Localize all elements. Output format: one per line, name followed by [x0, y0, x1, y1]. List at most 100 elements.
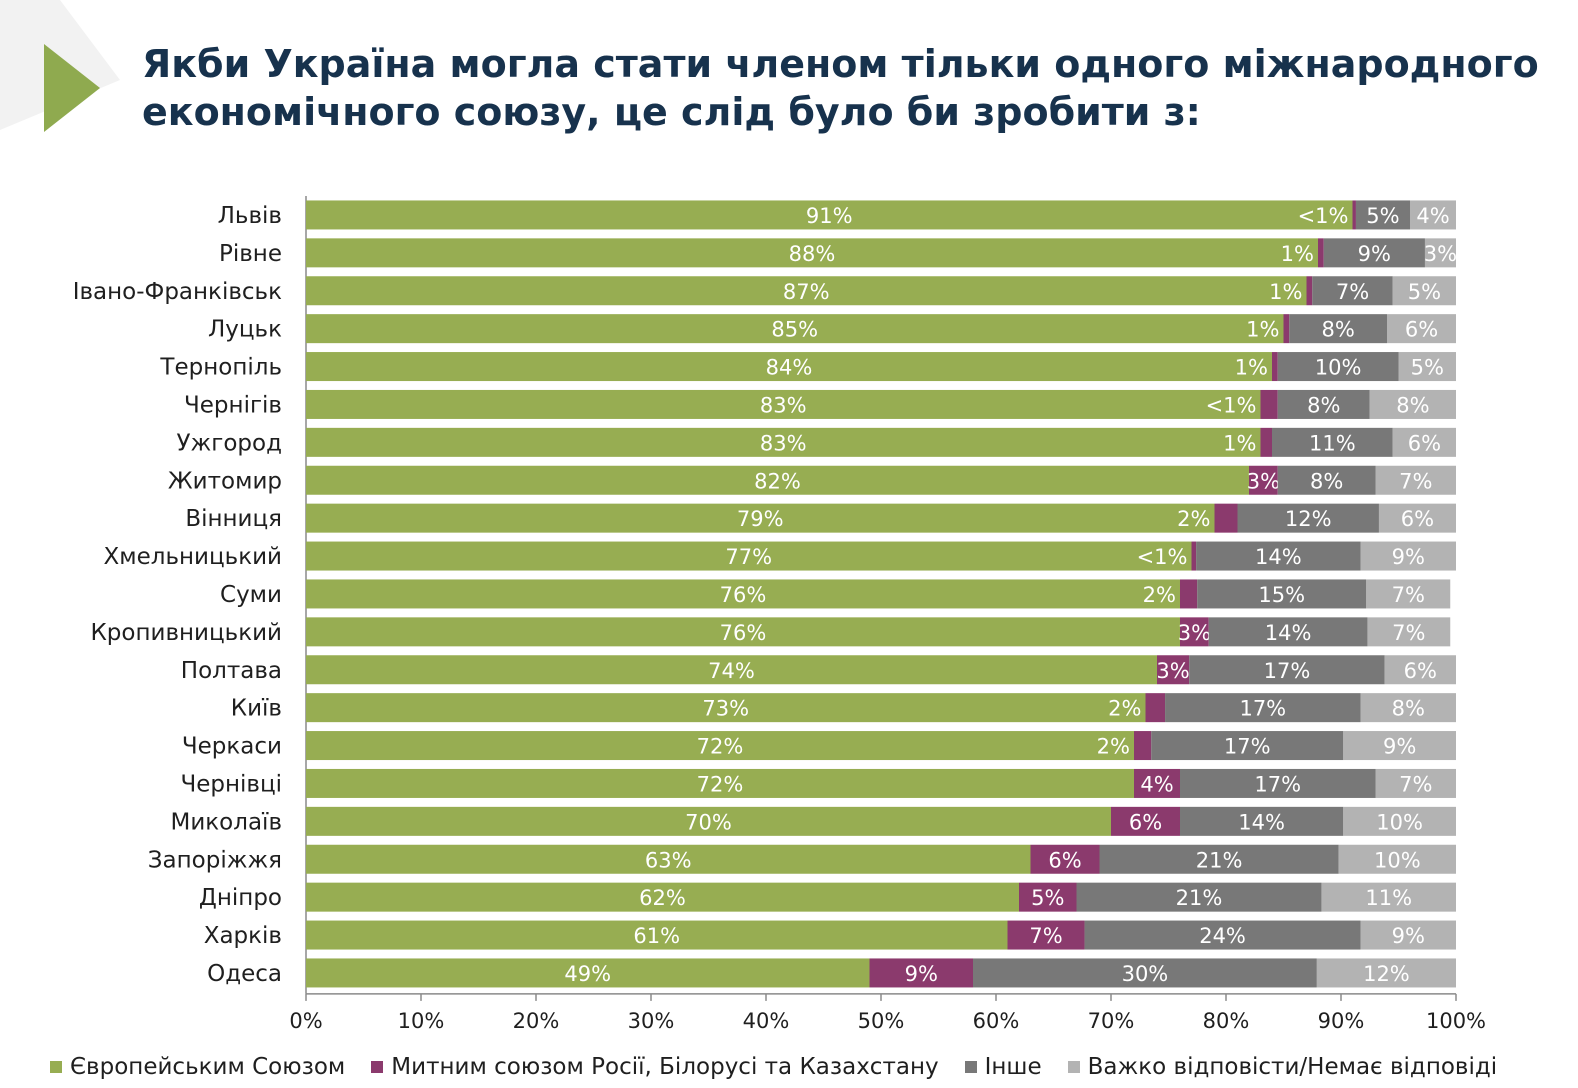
legend-swatch-hard-to-say: [1067, 1061, 1080, 1073]
x-tick-label: 0%: [289, 1009, 322, 1033]
bar-segment: [1378, 503, 1456, 533]
segment-value-label: 2%: [1108, 697, 1141, 721]
segment-value-label: 61%: [633, 924, 680, 948]
legend-item-hard-to-say: Важко відповісти/Немає відповіді: [1067, 1054, 1497, 1080]
x-tick-label: 50%: [858, 1009, 905, 1033]
bar-segment: [1375, 465, 1456, 495]
segment-value-label: 24%: [1199, 924, 1246, 948]
legend-swatch-customs-union: [371, 1061, 384, 1073]
segment-value-label: 8%: [1321, 318, 1354, 342]
category-label: Рівне: [219, 241, 282, 267]
segment-value-label: 8%: [1310, 469, 1343, 493]
category-label: Київ: [231, 696, 282, 722]
segment-value-label: 10%: [1374, 848, 1421, 872]
bar-segment: [1352, 200, 1356, 230]
segment-value-label: 62%: [639, 886, 686, 910]
segment-value-label: 14%: [1255, 545, 1302, 569]
legend-label-eu: Європейським Союзом: [70, 1054, 346, 1080]
segment-value-label: 2%: [1177, 507, 1210, 531]
segment-value-label: 8%: [1396, 393, 1429, 417]
category-label: Львів: [218, 203, 282, 229]
bar-segment: [306, 238, 1318, 268]
bar-segment: [1289, 314, 1387, 344]
segment-value-label: 5%: [1366, 204, 1399, 228]
bar-segment: [1214, 503, 1238, 533]
chart-title: Якби Україна могла стати членом тільки о…: [142, 40, 1542, 136]
category-label: Кропивницький: [90, 620, 282, 646]
bar-segment: [1316, 958, 1456, 988]
bar-segment: [1360, 920, 1456, 950]
segment-value-label: 2%: [1143, 583, 1176, 607]
segment-value-label: 63%: [645, 848, 692, 872]
bar-segment: [306, 314, 1284, 344]
segment-value-label: 17%: [1224, 735, 1271, 759]
bar-segment: [1277, 352, 1399, 382]
bar-segment: [1084, 920, 1361, 950]
bar-segment: [306, 427, 1261, 457]
bar-segment: [1323, 238, 1425, 268]
bar-segment: [1360, 541, 1456, 571]
segment-value-label: 21%: [1176, 886, 1223, 910]
category-label: Ужгород: [177, 430, 282, 456]
segment-value-label: 6%: [1048, 848, 1081, 872]
category-label: Луцьк: [208, 317, 282, 343]
legend-label-customs-union: Митним союзом Росії, Білорусі та Казахст…: [391, 1054, 939, 1080]
segment-value-label: 83%: [760, 431, 807, 455]
bar-segment: [1283, 314, 1290, 344]
bar-segment: [1384, 655, 1456, 685]
segment-value-label: 17%: [1264, 659, 1311, 683]
segment-value-label: 9%: [1383, 735, 1416, 759]
bar-segment: [1237, 503, 1379, 533]
bar-segment: [306, 920, 1008, 950]
legend-swatch-eu: [50, 1061, 62, 1073]
segment-value-label: 30%: [1122, 962, 1169, 986]
bar-segment: [1277, 465, 1376, 495]
bar-segment: [1180, 806, 1344, 836]
bar-segment: [1249, 465, 1278, 495]
segment-value-label: 5%: [1411, 356, 1444, 380]
bar-segment: [1306, 276, 1313, 306]
title-line-1: Якби Україна могла стати членом тільки о…: [142, 42, 1539, 86]
segment-value-label: 10%: [1315, 356, 1362, 380]
segment-value-label: 4%: [1416, 204, 1449, 228]
bar-segment: [306, 465, 1249, 495]
category-label: Харків: [204, 923, 282, 949]
bar-segment: [306, 958, 870, 988]
segment-value-label: 3%: [1247, 469, 1280, 493]
segment-value-label: 9%: [1392, 924, 1425, 948]
bar-segment: [1369, 389, 1456, 419]
bar-segment: [1030, 844, 1100, 874]
bar-segment: [306, 768, 1134, 798]
bar-segment: [1180, 579, 1198, 609]
segment-value-label: 6%: [1404, 659, 1437, 683]
segment-value-label: 49%: [564, 962, 611, 986]
segment-value-label: 6%: [1408, 431, 1441, 455]
bar-segment: [1019, 882, 1077, 912]
segment-value-label: 7%: [1399, 469, 1432, 493]
segment-value-label: <1%: [1137, 545, 1188, 569]
bar-segment: [1111, 806, 1180, 836]
bar-segment: [1165, 693, 1361, 723]
bar-segment: [306, 503, 1215, 533]
bar-segment: [1355, 200, 1410, 230]
legend-item-customs-union: Митним союзом Росії, Білорусі та Казахст…: [371, 1054, 939, 1080]
x-tick-label: 70%: [1088, 1009, 1135, 1033]
segment-value-label: 76%: [720, 621, 767, 645]
bar-segment: [306, 352, 1272, 382]
segment-value-label: 82%: [754, 469, 801, 493]
bar-segment: [1277, 389, 1370, 419]
bar-segment: [1398, 352, 1456, 382]
bar-segment: [1189, 655, 1385, 685]
segment-value-label: 12%: [1285, 507, 1332, 531]
x-tick-label: 60%: [973, 1009, 1020, 1033]
bar-segment: [1272, 427, 1393, 457]
x-tick-label: 90%: [1318, 1009, 1365, 1033]
bar-segment: [973, 958, 1317, 988]
bar-segment: [1076, 882, 1322, 912]
segment-value-label: 17%: [1239, 697, 1286, 721]
bar-segment: [1196, 541, 1361, 571]
bar-segment: [1321, 882, 1456, 912]
segment-value-label: 3%: [1178, 621, 1211, 645]
legend-label-other: Інше: [984, 1054, 1042, 1080]
bar-segment: [1272, 352, 1278, 382]
